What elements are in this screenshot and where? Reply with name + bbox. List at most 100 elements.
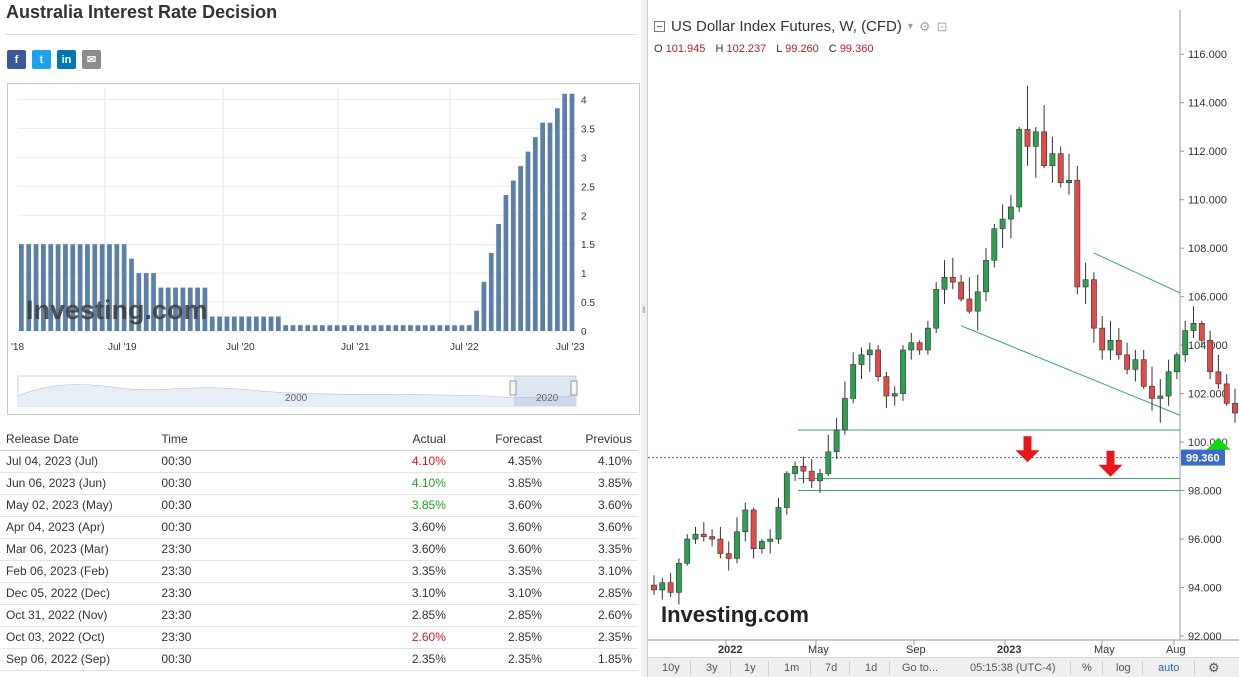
cell-forecast: 3.35% xyxy=(451,560,548,583)
range-10y[interactable]: 10y xyxy=(662,662,680,674)
candle-body xyxy=(941,276,948,290)
cell-previous: 2.60% xyxy=(547,604,638,627)
close-value: 99.360 xyxy=(839,43,874,55)
percent-toggle[interactable]: % xyxy=(1082,662,1092,674)
rate-bar xyxy=(209,316,215,331)
candle-body xyxy=(692,533,699,540)
candle xyxy=(974,274,981,331)
linkedin-share-icon[interactable]: in xyxy=(57,50,76,69)
candle xyxy=(1182,320,1189,363)
cell-time: 23:30 xyxy=(155,604,350,627)
candle-body xyxy=(759,541,765,550)
candle-body xyxy=(974,291,981,312)
cell-forecast: 3.10% xyxy=(451,582,548,605)
rate-bar xyxy=(151,273,156,331)
candle xyxy=(875,345,881,382)
rate-bar xyxy=(253,316,259,331)
visibility-icon[interactable]: ⊡ xyxy=(936,18,948,34)
rate-bar xyxy=(415,325,421,331)
candle xyxy=(1099,316,1106,360)
candle-body xyxy=(1215,371,1222,385)
candle-body xyxy=(1099,327,1106,351)
table-row: May 02, 2023 (May) 00:30 3.85% 3.60% 3.60% xyxy=(0,494,638,517)
range-1m[interactable]: 1m xyxy=(784,662,800,674)
rate-bar xyxy=(386,325,391,331)
candle-body xyxy=(667,582,674,593)
candle-body xyxy=(1024,129,1031,147)
instrument-legend: US Dollar Index Futures, W, (CFD) ▾ ⚙ ⊡ xyxy=(654,18,947,35)
facebook-share-icon[interactable]: f xyxy=(7,50,26,69)
gear-icon[interactable]: ⚙ xyxy=(1208,660,1220,675)
rate-bar xyxy=(488,252,494,331)
rate-bar xyxy=(268,316,274,331)
settings-icon[interactable]: ⚙ xyxy=(918,18,931,34)
title-divider xyxy=(6,34,638,35)
high-label: H xyxy=(715,43,724,55)
collapse-icon[interactable] xyxy=(654,21,665,32)
y-tick-label: 4 xyxy=(581,96,587,107)
candle-body xyxy=(1182,330,1189,356)
cell-forecast: 2.85% xyxy=(451,604,548,627)
rate-bar xyxy=(33,244,39,331)
log-toggle[interactable]: log xyxy=(1116,662,1131,674)
candle-body xyxy=(842,398,848,431)
candle xyxy=(891,386,898,406)
rate-bar xyxy=(92,244,98,331)
rate-bar xyxy=(143,273,149,331)
rate-bar xyxy=(437,325,443,331)
candle-body xyxy=(651,584,657,591)
rate-bar xyxy=(342,325,347,331)
candle-body xyxy=(659,582,666,591)
candle xyxy=(775,497,782,544)
goto-button[interactable]: Go to... xyxy=(902,662,939,674)
cell-time: 00:30 xyxy=(155,648,350,671)
y-tick-label: 0.5 xyxy=(581,298,595,309)
range-7d[interactable]: 7d xyxy=(825,662,838,674)
candle-body xyxy=(1207,339,1213,373)
email-share-icon[interactable]: ✉ xyxy=(82,50,101,69)
instrument-title: US Dollar Index Futures, W, (CFD) xyxy=(671,18,902,35)
col-forecast: Forecast xyxy=(451,428,548,451)
candle-body xyxy=(891,393,898,397)
candle xyxy=(850,352,857,404)
candle-body xyxy=(1041,131,1047,167)
price-chart[interactable]: 92.00094.00096.00098.000100.000102.00010… xyxy=(648,0,1239,657)
cell-release-date: Mar 06, 2023 (Mar) xyxy=(0,538,156,561)
cell-actual: 3.60% xyxy=(349,516,452,539)
rate-bar xyxy=(371,325,377,331)
rate-bar xyxy=(129,258,134,331)
y-tick-label: 3.5 xyxy=(581,125,595,136)
open-value: 101.945 xyxy=(665,43,706,55)
candle-body xyxy=(717,538,724,554)
rate-bar xyxy=(378,325,384,331)
rate-bar xyxy=(547,122,553,331)
x-tick-label: Jul '21 xyxy=(341,342,370,353)
candle xyxy=(1157,379,1164,423)
auto-toggle[interactable]: auto xyxy=(1158,662,1180,674)
cell-time: 00:30 xyxy=(155,472,350,495)
open-label: O xyxy=(654,43,663,55)
rate-bar xyxy=(136,273,142,331)
candle-body xyxy=(800,466,807,472)
candle-body xyxy=(1066,179,1072,184)
twitter-share-icon[interactable]: t xyxy=(32,50,51,69)
candle-body xyxy=(1157,395,1164,399)
cell-previous: 2.35% xyxy=(547,626,638,649)
dropdown-icon[interactable]: ▾ xyxy=(907,21,913,32)
rate-bar xyxy=(275,316,281,331)
rate-bar xyxy=(459,325,465,331)
panel-divider[interactable]: ‖ xyxy=(641,0,647,677)
candle xyxy=(783,471,790,515)
x-tick-label: Jul '19 xyxy=(108,342,137,353)
candle xyxy=(700,522,707,542)
close-label: C xyxy=(828,43,837,55)
rate-bar xyxy=(496,223,501,331)
col-release-date: Release Date xyxy=(0,428,156,451)
range-1d[interactable]: 1d xyxy=(865,662,878,674)
range-3y[interactable]: 3y xyxy=(706,662,718,674)
candle-body xyxy=(991,228,998,261)
cell-release-date: Oct 03, 2022 (Oct) xyxy=(0,626,156,649)
candle xyxy=(949,257,956,290)
range-1y[interactable]: 1y xyxy=(744,662,756,674)
candle xyxy=(983,248,989,302)
